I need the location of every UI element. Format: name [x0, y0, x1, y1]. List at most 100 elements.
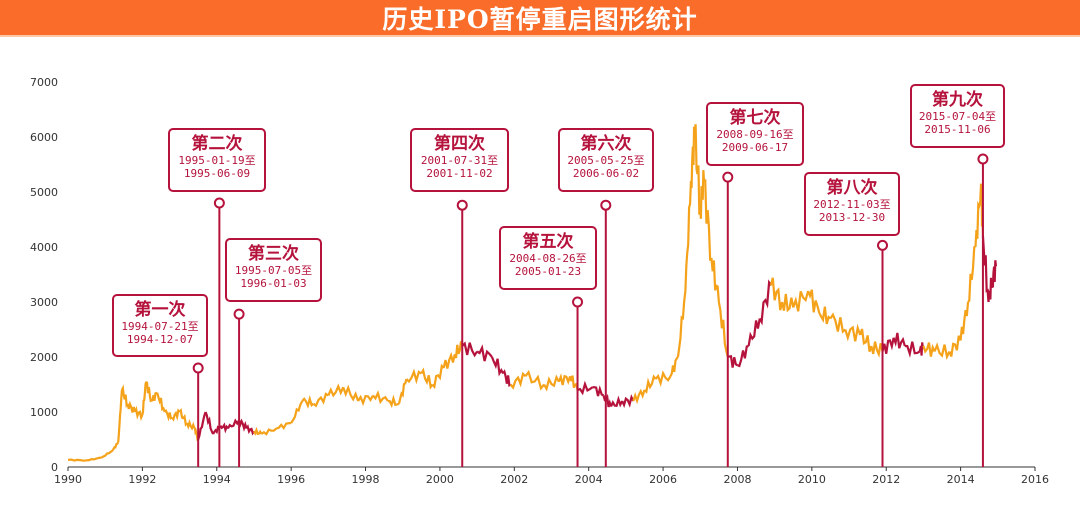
pause-label: 第二次 [191, 134, 243, 154]
index-line-segment [758, 279, 772, 326]
index-line-segment [974, 183, 983, 248]
index-line-segment [987, 277, 994, 303]
index-line-segment [703, 179, 713, 262]
pause-marker-dot [877, 239, 889, 251]
index-line-segment [769, 277, 784, 311]
index-line-segment [654, 370, 672, 388]
index-line-segment [312, 392, 329, 408]
index-line-segment [610, 395, 624, 408]
chart-title: 历史IPO暂停重启图形统计 [382, 4, 698, 34]
index-line-segment [747, 318, 761, 347]
index-line-segment [238, 418, 248, 432]
index-line-segment [133, 405, 144, 422]
index-line-segment [156, 392, 166, 413]
pause-annotation-box: 第五次 2004-08-26至 2005-01-23 [499, 226, 597, 290]
index-line-segment [710, 257, 720, 303]
index-line-segment [372, 390, 389, 405]
x-tick-label: 2014 [947, 473, 975, 486]
index-line-segment [669, 356, 679, 377]
pause-annotation-box: 第二次 1995-01-19至 1995-06-09 [168, 128, 266, 192]
y-tick-label: 4000 [30, 241, 58, 254]
index-line-segment [327, 383, 345, 398]
x-tick-label: 2010 [798, 473, 826, 486]
pause-annotation-box: 第一次 1994-07-21至 1994-12-07 [112, 294, 208, 357]
index-line-segment [781, 293, 795, 313]
index-line-segment [557, 373, 572, 386]
pause-marker-dot [572, 296, 584, 308]
pause-marker-dot [233, 308, 245, 320]
y-tick-label: 2000 [30, 351, 58, 364]
index-line-segment [67, 458, 87, 462]
x-tick-label: 1992 [128, 473, 156, 486]
index-line-segment [959, 301, 970, 341]
index-line-segment [260, 427, 278, 436]
index-line-segment [870, 341, 884, 358]
index-line-segment [543, 374, 560, 392]
pause-label: 第五次 [522, 232, 574, 252]
pause-label: 第六次 [580, 134, 632, 154]
pause-marker-dot [977, 153, 989, 165]
index-line-segment [621, 394, 635, 409]
index-line-segment [693, 124, 702, 215]
pause-date: 1995-01-19至 [178, 154, 256, 167]
pause-annotation-box: 第三次 1995-07-05至 1996-01-03 [225, 238, 322, 302]
index-line-segment [918, 342, 925, 356]
pause-label: 第三次 [248, 244, 299, 264]
y-tick-label: 0 [51, 461, 58, 474]
pause-marker-dot [722, 171, 734, 183]
index-line-segment [226, 418, 241, 430]
index-line-segment [245, 424, 255, 436]
pause-annotation-box: 第九次 2015-07-04至 2015-11-06 [910, 84, 1005, 148]
x-tick-label: 1990 [54, 473, 82, 486]
y-tick-label: 5000 [30, 186, 58, 199]
index-line-segment [111, 441, 120, 452]
pause-date: 2005-05-25至 [567, 154, 645, 167]
index-line-segment [922, 342, 936, 357]
index-line-segment [592, 385, 605, 397]
pause-date: 1996-01-03 [240, 277, 307, 290]
index-line-segment [163, 408, 173, 422]
index-line-segment [818, 306, 832, 325]
index-line-segment [86, 456, 102, 462]
index-line-segment [357, 394, 374, 407]
index-line-segment [178, 408, 188, 427]
index-line-segment [807, 289, 821, 314]
index-line-segment [476, 344, 493, 362]
pause-date: 2001-07-31至 [420, 154, 499, 167]
pause-date: 2006-06-02 [572, 167, 640, 180]
index-line-segment [290, 400, 304, 424]
index-line-segment [197, 411, 207, 440]
index-line-segment [524, 369, 545, 391]
pause-date: 2004-08-26至 [509, 252, 587, 265]
x-tick-label: 2000 [426, 473, 454, 486]
pause-date: 2015-07-04至 [918, 110, 997, 123]
index-line-segment [602, 393, 613, 408]
y-tick-label: 3000 [30, 296, 58, 309]
index-line-segment [141, 381, 148, 415]
index-line-segment [204, 411, 215, 435]
index-line-segment [577, 380, 594, 396]
index-line-segment [100, 449, 114, 459]
index-line-segment [342, 384, 360, 402]
index-line-segment [727, 355, 739, 368]
index-line-segment [117, 389, 124, 443]
index-line-segment [632, 388, 646, 405]
pause-date: 2009-06-17 [721, 141, 789, 154]
pause-date: 2008-09-16至 [716, 128, 794, 141]
index-line-segment [991, 260, 998, 288]
index-line-segment [387, 394, 400, 409]
index-line-segment [844, 323, 862, 342]
index-line-segment [859, 328, 873, 352]
index-line-segment [171, 408, 181, 422]
index-line-segment [792, 290, 810, 312]
pause-label: 第一次 [134, 300, 186, 320]
pause-marker-dot [213, 197, 225, 209]
index-line-segment [933, 342, 951, 361]
index-line-segment [643, 374, 657, 394]
pause-date: 1995-07-05至 [234, 264, 313, 277]
title-banner: 历史IPO暂停重启图形统计 [0, 0, 1080, 37]
pause-marker-dot [192, 362, 204, 374]
index-line-segment [676, 290, 687, 358]
index-line-segment [717, 301, 729, 358]
